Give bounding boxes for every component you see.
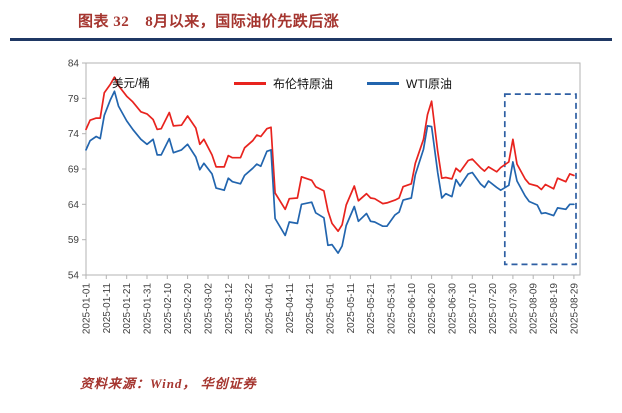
x-tick-label: 2025-05-11 (346, 283, 357, 334)
wti-line (85, 90, 575, 254)
x-tick-label: 2025-07-30 (508, 283, 519, 335)
chart-legend: 布伦特原油 WTI原油 (86, 75, 600, 92)
x-tick-label: 2025-05-31 (386, 283, 397, 335)
chart-title: 图表 32 8月以来，国际油价先跌后涨 (78, 10, 610, 31)
chart-title-text: 8月以来，国际油价先跌后涨 (145, 14, 340, 30)
oil-price-chart: 54 59 64 69 74 79 84 2025-01-01 2025-01-11 2025-0… (50, 45, 610, 357)
source-note: 资料来源：Wind， 华创证券 (80, 376, 257, 391)
x-tick-label: 2025-08-19 (549, 283, 560, 335)
y-tick-label: 84 (68, 59, 80, 70)
highlight-box (503, 93, 577, 266)
y-axis-unit-label: 美元/桶 (112, 78, 150, 90)
x-tick-label: 2025-06-20 (427, 283, 438, 335)
brent-line-swatch (233, 82, 266, 85)
x-tick-label: 2025-07-10 (468, 283, 479, 335)
y-tick-label: 79 (68, 94, 80, 105)
x-tick-label: 2025-02-20 (183, 283, 194, 335)
y-tick-label: 59 (68, 235, 80, 246)
chart-number-label: 图表 32 (78, 14, 130, 30)
x-tick-label: 2025-03-02 (204, 283, 215, 335)
y-tick-label: 74 (68, 129, 80, 140)
legend-label-wti: WTI原油 (406, 77, 452, 91)
x-tick-label: 2025-04-11 (285, 283, 296, 334)
x-tick-label: 2025-01-01 (82, 283, 93, 335)
oil-chart-svg: 54 59 64 69 74 79 84 2025-01-01 2025-01-11 2025-0… (68, 59, 581, 335)
x-tick-label: 2025-03-12 (224, 283, 235, 335)
legend-label-brent: 布伦特原油 (272, 77, 333, 91)
x-tick-label: 2025-01-31 (143, 283, 154, 335)
x-tick-label: 2025-04-21 (305, 283, 316, 335)
x-tick-label: 2025-05-21 (366, 283, 377, 335)
y-tick-label: 64 (68, 200, 80, 211)
x-tick-label: 2025-04-01 (265, 283, 276, 335)
title-underline (10, 38, 612, 41)
x-tick-label: 2025-03-22 (244, 283, 255, 335)
y-tick-label: 54 (68, 271, 80, 282)
brent-line (85, 76, 575, 233)
x-tick-label: 2025-07-20 (488, 283, 499, 335)
legend-item-brent: 布伦特原油 (233, 75, 333, 92)
x-tick-label: 2025-01-21 (122, 283, 133, 335)
x-tick-label: 2025-05-01 (326, 283, 337, 335)
x-tick-label: 2025-06-10 (407, 283, 418, 335)
chart-header: 图表 32 8月以来，国际油价先跌后涨 (0, 0, 622, 31)
y-tick-label: 69 (68, 165, 80, 176)
x-tick-label: 2025-08-29 (569, 283, 580, 335)
x-tick-label: 2025-08-09 (529, 283, 540, 335)
x-tick-label: 2025-01-11 (102, 283, 113, 334)
legend-item-wti: WTI原油 (367, 75, 452, 92)
x-tick-label: 2025-02-10 (163, 283, 174, 335)
x-tick-label: 2025-06-30 (447, 283, 458, 335)
wti-line-swatch (367, 82, 399, 85)
